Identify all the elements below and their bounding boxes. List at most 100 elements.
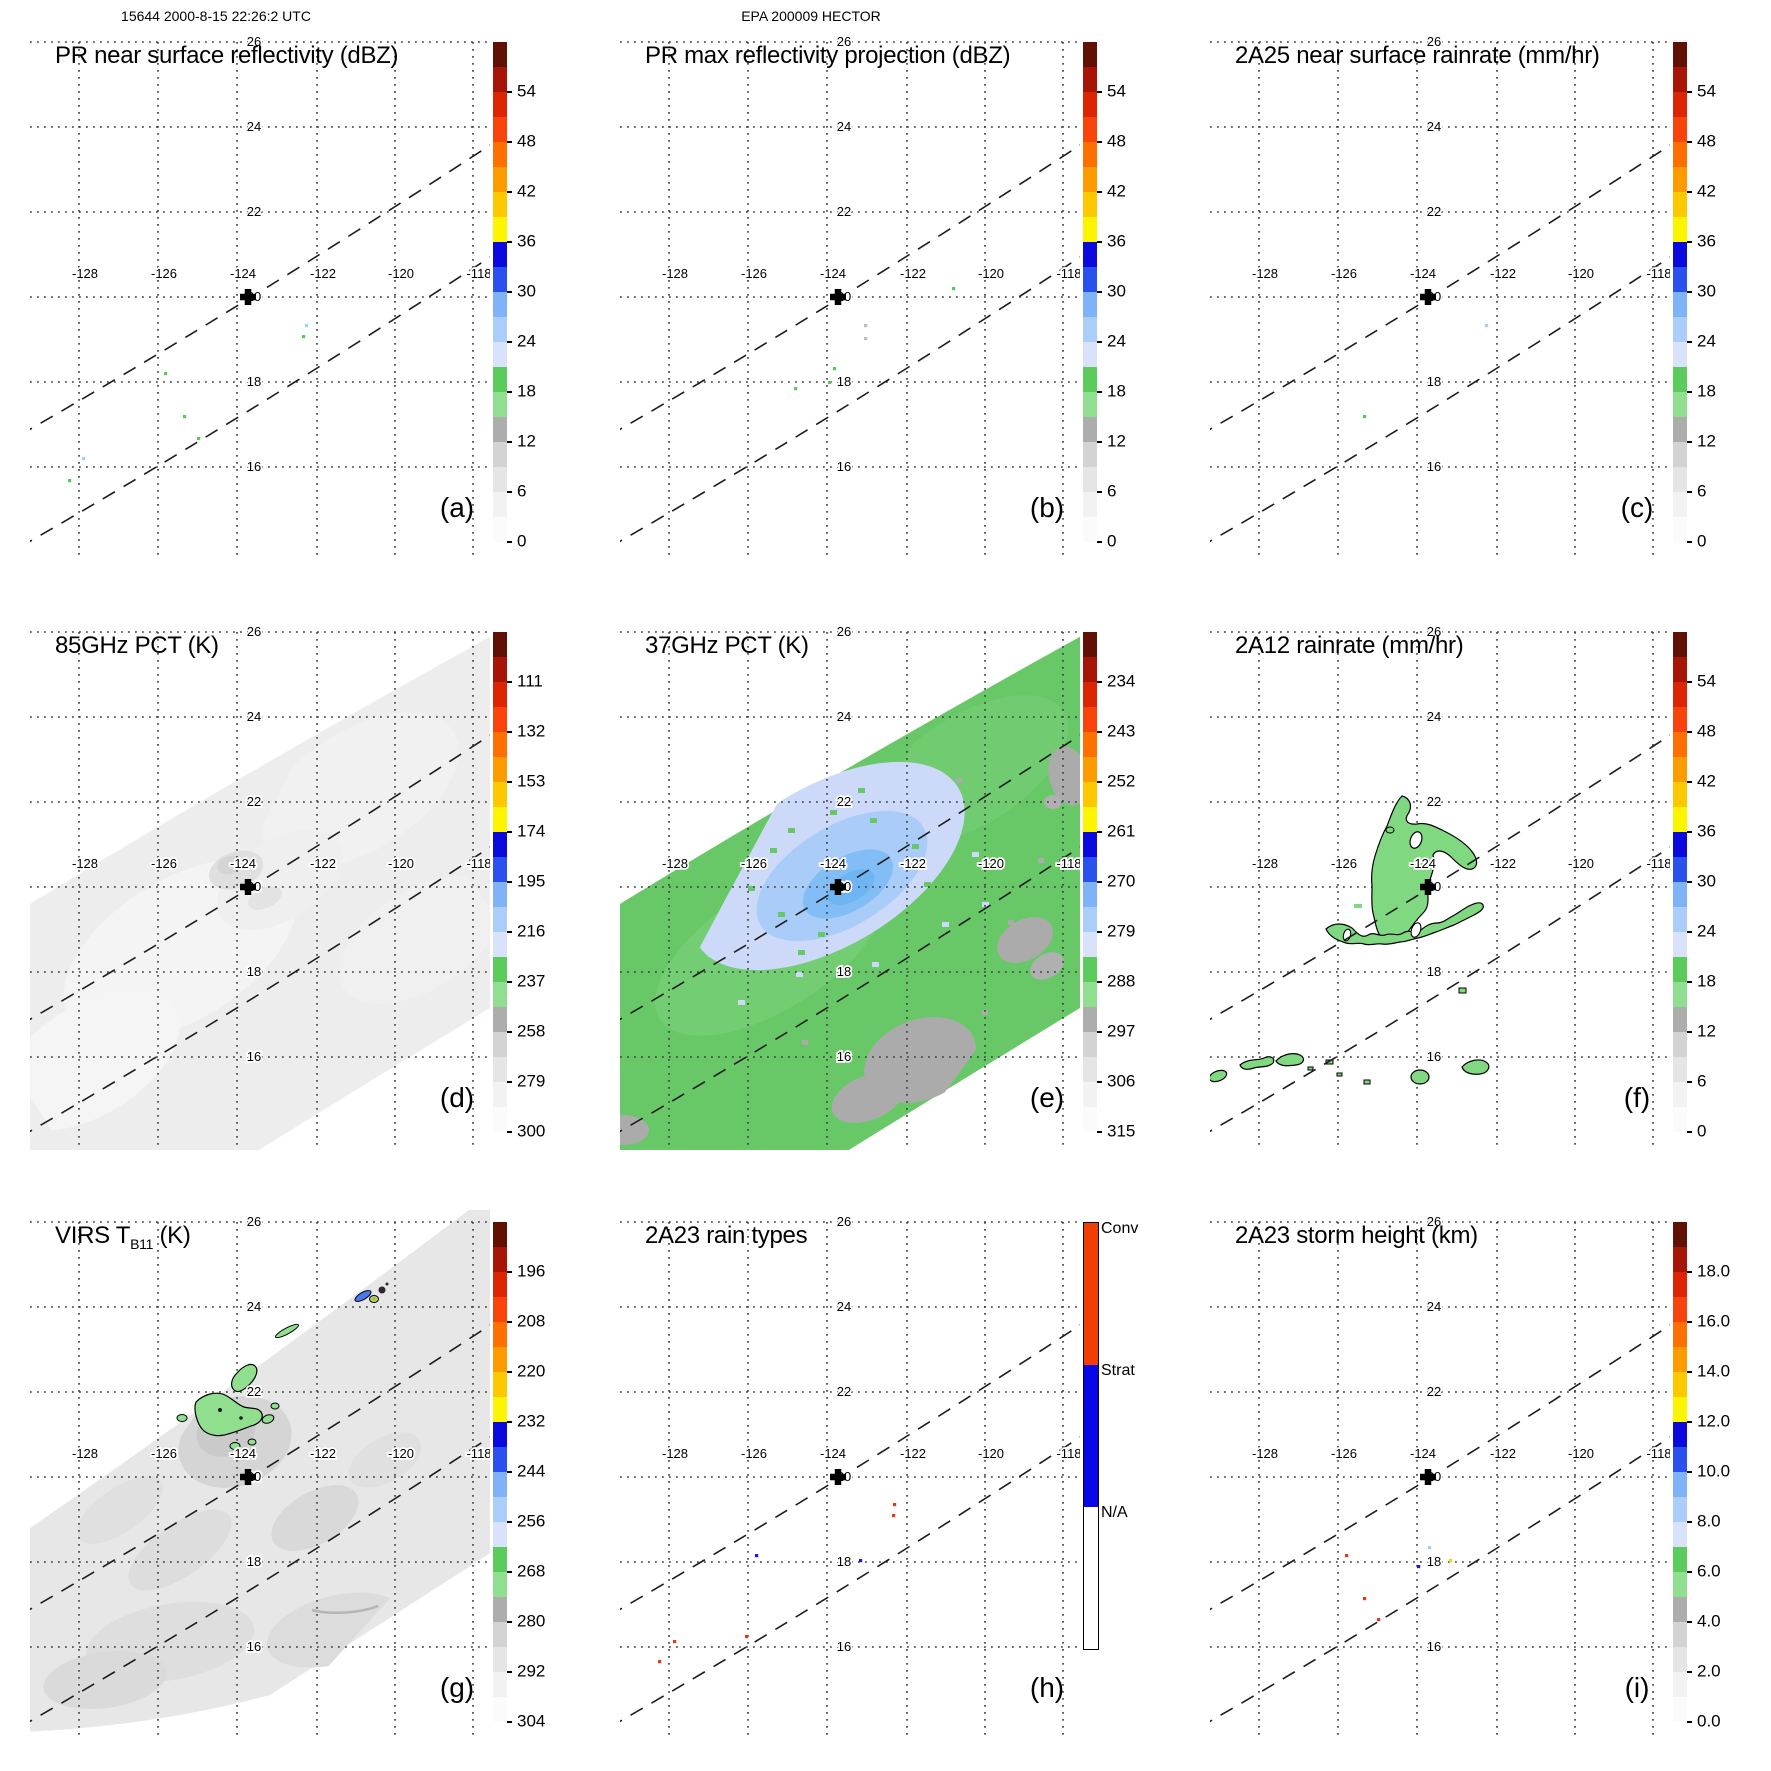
latitude-label: 18 (247, 1554, 261, 1569)
data-speck (673, 1640, 677, 1644)
map-feature (311, 1604, 379, 1614)
longitude-label: -120 (978, 856, 1004, 871)
colorbar-segment (493, 907, 507, 932)
colorbar-tick-label: 12 (1107, 431, 1126, 451)
panel-h: -128 -126 -124 -122 -120 -118 26 24 22 20 18 16 2A2… (590, 1180, 1180, 1770)
colorbar-segment (493, 1497, 507, 1522)
colorbar-segment (1083, 1032, 1097, 1057)
colorbar-tick-label: 279 (1107, 921, 1136, 941)
longitude-label: -122 (900, 1446, 926, 1461)
colorbar-segment (1673, 1597, 1687, 1622)
colorbar-segment (493, 1397, 507, 1422)
colorbar-tick-label: 0 (1697, 531, 1707, 551)
colorbar-tick-label: 18 (1107, 381, 1126, 401)
map-feature (1458, 987, 1467, 994)
colorbar-tick-label: 174 (517, 821, 546, 841)
longitude-label: -124 (1410, 266, 1436, 281)
colorbar-segment (1673, 317, 1687, 342)
colorbar-tick (1097, 1081, 1102, 1083)
orbit-timestamp: 15644 2000-8-15 22:26:2 UTC (121, 8, 311, 24)
colorbar-segment (1673, 1572, 1687, 1597)
colorbar-segment (1083, 707, 1097, 732)
map-feature (378, 1286, 386, 1294)
colorbar-tick (1687, 1521, 1692, 1523)
colorbar-segment (493, 1107, 507, 1132)
colorbar-tick-label: 270 (1107, 871, 1136, 891)
colorbar-segment (493, 957, 507, 982)
colorbar-segment (1673, 1522, 1687, 1547)
colorbar-tick (1687, 541, 1692, 543)
colorbar-segment (493, 42, 507, 67)
panel-letter: (a) (439, 492, 475, 523)
colorbar-rain-types: Conv Strat N/A (1083, 1220, 1138, 1650)
colorbar-segment (1083, 492, 1097, 517)
map-feature (858, 788, 865, 793)
map-feature (888, 922, 895, 927)
data-speck (859, 1559, 863, 1563)
colorbar-segment (1083, 217, 1097, 242)
latitude-label: 24 (837, 1299, 851, 1314)
colorbar-tick (1687, 1081, 1692, 1083)
data-speck (1417, 1565, 1421, 1569)
colorbar-tick (507, 1571, 512, 1573)
colorbar-tick (1687, 881, 1692, 883)
colorbar-tick-label: 6.0 (1697, 1561, 1721, 1581)
colorbar-segment (1083, 957, 1097, 982)
map-feature (1385, 826, 1395, 834)
map-feature (1038, 858, 1044, 863)
longitude-label: -128 (1252, 856, 1278, 871)
longitude-label: -118 (1056, 1446, 1080, 1461)
colorbar-segment (1673, 467, 1687, 492)
colorbar-segment (493, 142, 507, 167)
colorbar-tick-label: 24 (1107, 331, 1126, 351)
colorbar-tick-label: 243 (1107, 721, 1136, 741)
colorbar-tick (1687, 1671, 1692, 1673)
data-speck (745, 1635, 749, 1639)
colorbar-tick (507, 91, 512, 93)
colorbar-tick-label: 12.0 (1697, 1411, 1731, 1431)
colorbar-tick (507, 1371, 512, 1373)
colorbar-segment (493, 292, 507, 317)
longitude-label: -120 (388, 1446, 414, 1461)
colorbar-tick (1097, 541, 1102, 543)
colorbar-tick (507, 1081, 512, 1083)
colorbar-segment (1673, 42, 1687, 67)
colorbar-segment (493, 1347, 507, 1372)
colorbar-tick (1097, 291, 1102, 293)
colorbar-segment (1673, 857, 1687, 882)
data-speck (893, 1503, 897, 1507)
longitude-label: -120 (1568, 1446, 1594, 1461)
colorbar-tick-label: 16.0 (1697, 1311, 1731, 1331)
colorbar-segment (493, 1082, 507, 1107)
latitude-label: 26 (1427, 624, 1441, 639)
panel-title: PR near surface reflectivity (dBZ) (55, 42, 399, 69)
panel-letter: (d) (439, 1082, 475, 1113)
colorbar-tick (1687, 681, 1692, 683)
colorbar-segment (1673, 1422, 1687, 1447)
colorbar-segment (1673, 92, 1687, 117)
latitude-label: 26 (837, 624, 851, 639)
map-feature (1409, 831, 1423, 849)
colorbar-segment (493, 782, 507, 807)
colorbar-segment (1673, 1697, 1687, 1722)
colorbar-segment (493, 1297, 507, 1322)
map-feature (43, 1650, 167, 1710)
colorbar-tick-label: 292 (517, 1661, 546, 1681)
colorbar-segment (1673, 1372, 1687, 1397)
longitude-label: -122 (310, 266, 336, 281)
map-feature (218, 1408, 222, 1412)
latitude-label: 26 (247, 624, 261, 639)
colorbar-tick (507, 1671, 512, 1673)
colorbar-segment (1673, 192, 1687, 217)
colorbar-segment-na (1084, 1507, 1098, 1649)
colorbar-tick-label: 12 (517, 431, 536, 451)
colorbar-tick-label: 48 (517, 131, 536, 151)
longitude-label: -128 (1252, 266, 1278, 281)
colorbar-tick-label: 0 (517, 531, 527, 551)
colorbar-tick (507, 731, 512, 733)
colorbar-tick-label: 232 (517, 1411, 546, 1431)
longitude-label: -122 (1490, 266, 1516, 281)
colorbar-segment (1673, 1082, 1687, 1107)
map-feature (385, 1282, 389, 1286)
